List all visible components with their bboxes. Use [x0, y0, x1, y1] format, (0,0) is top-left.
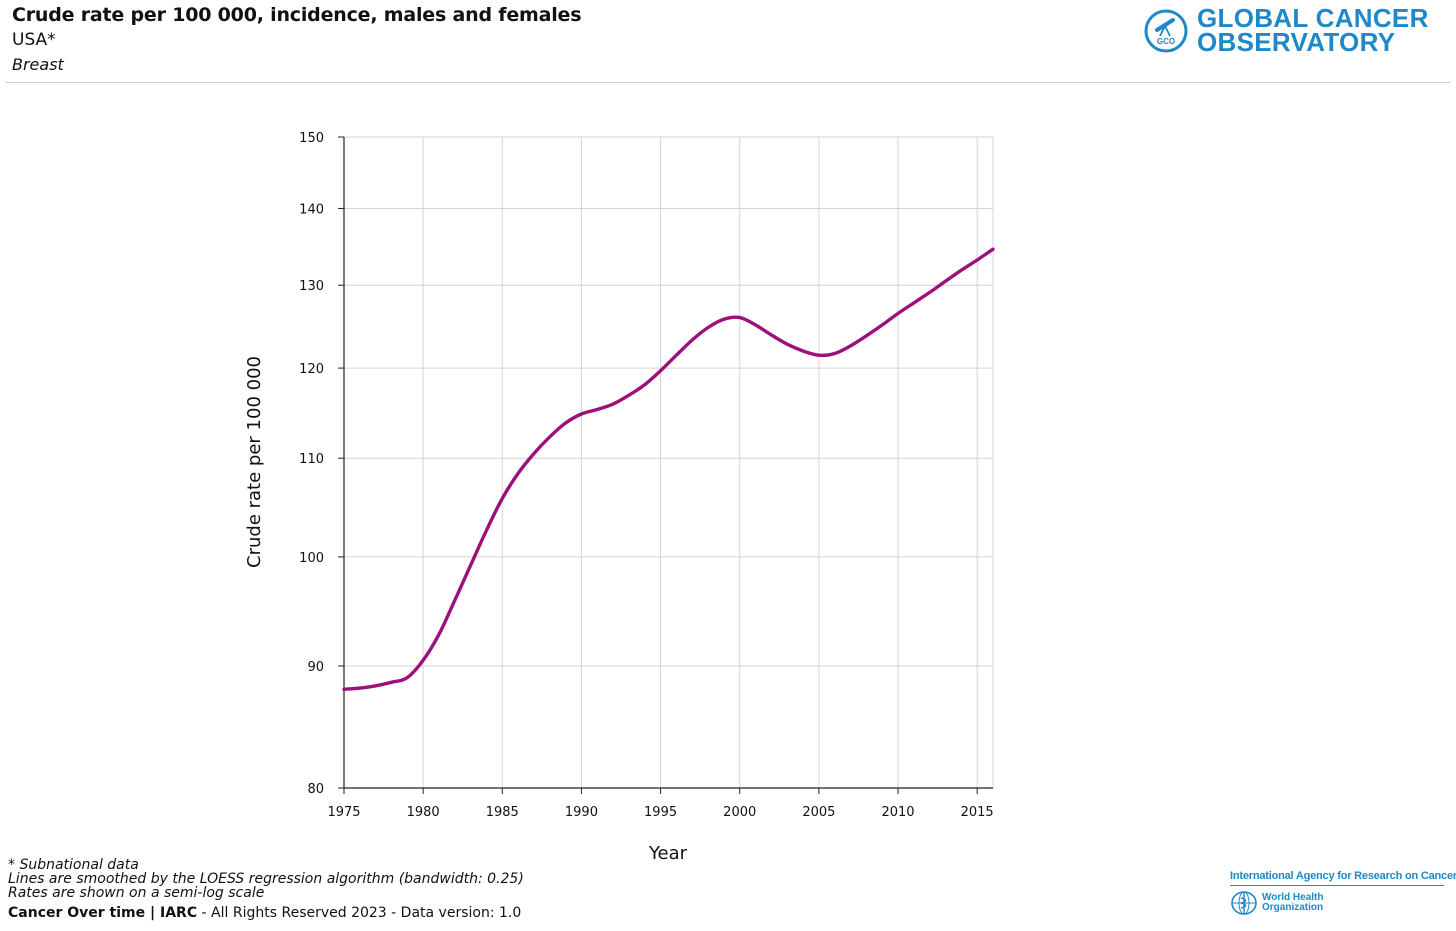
iarc-divider: [1230, 885, 1444, 886]
partner-logos[interactable]: International Agency for Research on Can…: [1230, 870, 1456, 916]
gco-logo-line2: OBSERVATORY: [1197, 27, 1396, 57]
x-tick-label: 2015: [961, 805, 994, 820]
header-divider: [6, 82, 1450, 83]
y-tick-label: 80: [307, 782, 324, 797]
y-axis-label: Crude rate per 100 000: [244, 356, 265, 568]
gco-logo[interactable]: GCO GLOBAL CANCER OBSERVATORY: [1143, 3, 1443, 57]
y-tick-label: 130: [299, 279, 324, 294]
note-scale: Rates are shown on a semi-log scale: [8, 885, 265, 901]
y-tick-label: 110: [299, 452, 324, 467]
x-tick-label: 1985: [486, 805, 519, 820]
gco-logo-line1: GLOBAL CANCER: [1197, 3, 1429, 33]
who-logo[interactable]: World Health Organization: [1230, 890, 1444, 916]
footer-credit: Cancer Over time | IARC - All Rights Res…: [8, 905, 521, 921]
footer-rights: - All Rights Reserved 2023 - Data versio…: [197, 905, 522, 921]
y-tick-label: 150: [299, 131, 324, 146]
x-tick-label: 2010: [881, 805, 914, 820]
who-line2: Organization: [1262, 902, 1324, 913]
footer-brand: Cancer Over time | IARC: [8, 905, 198, 921]
who-line1: World Health: [1262, 892, 1324, 903]
grid-lines: [344, 136, 994, 788]
tick-labels: 1975 1980 1985 1990 1995 2000 2005 2010 2015 80 90…: [299, 131, 994, 820]
x-axis-label: Year: [648, 843, 688, 864]
series-layer: [342, 247, 995, 691]
x-tick-label: 1980: [407, 805, 440, 820]
x-tick-label: 2000: [723, 805, 756, 820]
gco-telescope-icon: GCO: [1144, 9, 1188, 53]
y-tick-label: 120: [299, 362, 324, 377]
y-tick-label: 90: [307, 660, 324, 675]
who-emblem-icon: [1231, 891, 1257, 915]
series-line[interactable]: [342, 247, 995, 691]
chart-title: Crude rate per 100 000, incidence, males…: [12, 4, 582, 26]
note-subnational: * Subnational data: [8, 857, 139, 873]
x-tick-label: 1995: [644, 805, 677, 820]
x-tick-label: 1990: [565, 805, 598, 820]
x-tick-label: 2005: [802, 805, 835, 820]
svg-text:GCO: GCO: [1157, 37, 1175, 46]
axes: [338, 136, 993, 794]
chart-notes: * Subnational data Lines are smoothed by…: [8, 858, 524, 900]
y-tick-label: 140: [299, 202, 324, 217]
x-tick-label: 1975: [327, 805, 360, 820]
note-smoothing: Lines are smoothed by the LOESS regressi…: [8, 871, 524, 887]
iarc-logo-text: International Agency for Research on Can…: [1230, 870, 1456, 882]
y-tick-label: 100: [299, 551, 324, 566]
cancer-site-label: Breast: [12, 55, 64, 74]
population-label: USA*: [12, 30, 56, 50]
